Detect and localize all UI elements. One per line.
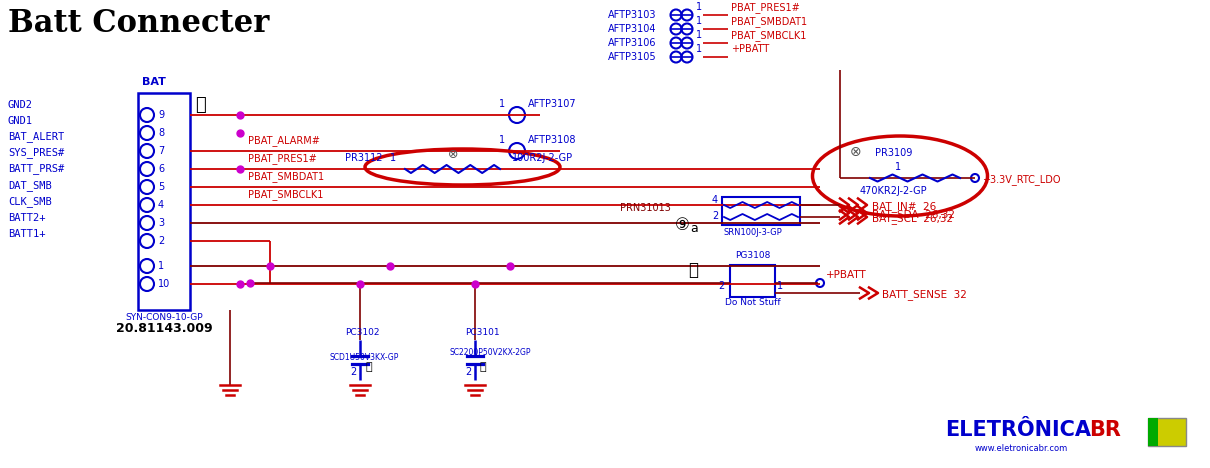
Text: 2: 2 xyxy=(718,281,725,291)
Text: ⊗: ⊗ xyxy=(849,145,862,159)
Text: PC3102: PC3102 xyxy=(345,328,380,337)
Text: +3.3V_RTC_LDO: +3.3V_RTC_LDO xyxy=(983,174,1060,185)
Text: 5: 5 xyxy=(159,182,165,192)
Text: SYS_PRES#: SYS_PRES# xyxy=(8,147,64,159)
Text: PRN31013: PRN31013 xyxy=(620,203,670,213)
Text: BATT1+: BATT1+ xyxy=(8,229,46,239)
Text: Batt Connecter: Batt Connecter xyxy=(8,8,270,39)
Text: 1: 1 xyxy=(499,99,505,109)
Text: PR3109: PR3109 xyxy=(875,148,912,158)
Text: Ⓟ: Ⓟ xyxy=(365,362,371,372)
Text: 8: 8 xyxy=(159,128,165,138)
Text: BAT_SCL  26,32: BAT_SCL 26,32 xyxy=(872,213,953,224)
Text: PG3108: PG3108 xyxy=(734,251,771,260)
Text: AFTP3105: AFTP3105 xyxy=(607,52,657,62)
Text: PBAT_SMBDAT1: PBAT_SMBDAT1 xyxy=(248,171,324,182)
Text: 2: 2 xyxy=(159,236,165,246)
Text: GND2: GND2 xyxy=(8,100,33,110)
Text: ELETRÔNICA: ELETRÔNICA xyxy=(945,420,1091,440)
Text: AFTP3104: AFTP3104 xyxy=(607,24,657,34)
Text: 2: 2 xyxy=(465,367,471,377)
Bar xyxy=(1148,418,1186,446)
Text: 2: 2 xyxy=(350,367,356,377)
Text: PBAT_SMBCLK1: PBAT_SMBCLK1 xyxy=(731,30,806,41)
Text: 4: 4 xyxy=(159,200,165,210)
Text: 20.81143.009: 20.81143.009 xyxy=(116,322,212,335)
Text: AFTP3108: AFTP3108 xyxy=(528,135,576,145)
Text: CLK_SMB: CLK_SMB xyxy=(8,197,52,207)
Text: SYN-CON9-10-GP: SYN-CON9-10-GP xyxy=(125,313,203,322)
Text: BATT_SENSE  32: BATT_SENSE 32 xyxy=(882,289,967,300)
Text: Ⓑ: Ⓑ xyxy=(195,96,206,114)
Text: 100R2J-2-GP: 100R2J-2-GP xyxy=(512,153,574,163)
Text: 1: 1 xyxy=(159,261,165,271)
Text: SC2200P50V2KX-2GP: SC2200P50V2KX-2GP xyxy=(450,348,531,357)
Text: PR3112: PR3112 xyxy=(345,153,382,163)
Text: SCD1U50V3KX-GP: SCD1U50V3KX-GP xyxy=(330,353,399,362)
Text: PBAT_SMBDAT1: PBAT_SMBDAT1 xyxy=(731,16,807,27)
Text: 10: 10 xyxy=(159,279,171,289)
Text: 1: 1 xyxy=(696,44,702,54)
Text: 1: 1 xyxy=(390,153,396,163)
Text: Ⓟ: Ⓟ xyxy=(480,362,486,372)
Text: BATT2+: BATT2+ xyxy=(8,213,46,223)
Text: AFTP3103: AFTP3103 xyxy=(607,10,657,20)
Text: BAT_SDA  26,32: BAT_SDA 26,32 xyxy=(872,209,955,220)
Text: 2: 2 xyxy=(711,211,719,221)
Text: 6: 6 xyxy=(159,164,165,174)
Text: a: a xyxy=(690,222,698,235)
Text: SRN100J-3-GP: SRN100J-3-GP xyxy=(724,228,783,237)
Bar xyxy=(722,197,800,225)
Text: PC3101: PC3101 xyxy=(465,328,500,337)
Text: PBAT_ALARM#: PBAT_ALARM# xyxy=(248,135,319,146)
Text: BATT_PRS#: BATT_PRS# xyxy=(8,163,64,175)
Text: BAT: BAT xyxy=(142,77,166,87)
Text: BAT_ALERT: BAT_ALERT xyxy=(8,132,64,142)
Text: 9: 9 xyxy=(159,110,165,120)
Text: ⓓ: ⓓ xyxy=(688,261,698,279)
Text: 1: 1 xyxy=(777,281,783,291)
Text: 4: 4 xyxy=(711,195,718,205)
Bar xyxy=(138,93,190,310)
Text: ⊗: ⊗ xyxy=(448,148,459,161)
Text: PBAT_PRES1#: PBAT_PRES1# xyxy=(248,153,317,164)
Text: +PBATT: +PBATT xyxy=(731,44,770,54)
Text: Do Not Stuff: Do Not Stuff xyxy=(725,298,780,307)
Text: ⑨: ⑨ xyxy=(675,216,690,234)
Text: PBAT_SMBCLK1: PBAT_SMBCLK1 xyxy=(248,189,323,200)
Text: BR: BR xyxy=(1089,420,1120,440)
Bar xyxy=(1148,418,1158,446)
Text: 1: 1 xyxy=(696,30,702,40)
Text: GND1: GND1 xyxy=(8,116,33,126)
Text: 470KR2J-2-GP: 470KR2J-2-GP xyxy=(860,186,928,196)
Text: 3: 3 xyxy=(159,218,165,228)
Bar xyxy=(730,265,774,297)
Text: 1: 1 xyxy=(696,2,702,12)
Text: AFTP3106: AFTP3106 xyxy=(607,38,657,48)
Text: BAT_IN#  26: BAT_IN# 26 xyxy=(872,201,937,212)
Text: PBAT_PRES1#: PBAT_PRES1# xyxy=(731,2,800,13)
Text: DAT_SMB: DAT_SMB xyxy=(8,181,52,191)
Text: +PBATT: +PBATT xyxy=(826,270,866,280)
Text: www.eletronicabr.com: www.eletronicabr.com xyxy=(975,444,1068,453)
Text: 1: 1 xyxy=(499,135,505,145)
Text: AFTP3107: AFTP3107 xyxy=(528,99,577,109)
Text: 1: 1 xyxy=(895,162,901,172)
Text: 7: 7 xyxy=(159,146,165,156)
Text: 1: 1 xyxy=(696,16,702,26)
